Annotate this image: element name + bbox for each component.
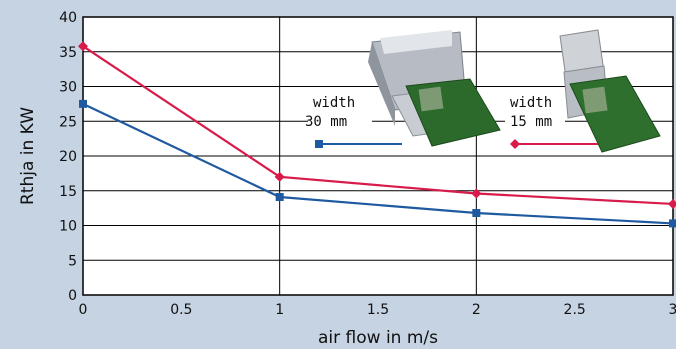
y-tick-label: 40 (59, 10, 77, 26)
series-line-0 (82, 102, 674, 225)
heatsink-15mm-photo (559, 29, 661, 153)
data-point (274, 171, 285, 182)
annotation-30mm: width 30 mm (305, 90, 402, 148)
data-point (79, 99, 87, 108)
y-tick-label: 20 (59, 149, 77, 165)
x-tick-label: 2.5 (564, 302, 586, 318)
x-tick-label: 1 (275, 302, 284, 318)
x-tick-label: 1.5 (367, 302, 389, 318)
x-tick-label: 3 (669, 302, 676, 318)
data-point (668, 198, 676, 209)
y-tick-label: 0 (68, 288, 77, 304)
axis-ticks: 0 5 10 15 20 25 30 35 40 0 0.5 1 1.5 2 2.5 3 (59, 10, 676, 318)
data-point (471, 188, 482, 199)
series-layer (78, 41, 676, 228)
series-line-1 (82, 45, 674, 206)
legend-marker-30mm (315, 140, 323, 148)
x-tick-label: 0.5 (170, 302, 192, 318)
x-axis-label: air flow in m/s (318, 328, 438, 348)
y-tick-label: 5 (68, 253, 77, 269)
legend-marker-15mm (510, 139, 520, 149)
y-tick-label: 35 (59, 45, 77, 61)
data-point (669, 219, 676, 228)
annotation-30mm-line2: 30 mm (305, 114, 347, 130)
annotation-15mm: width 15 mm (505, 90, 598, 149)
heatsink-30mm-photo (368, 30, 501, 147)
annotation-15mm-line1: width (510, 95, 552, 111)
y-tick-label: 10 (59, 219, 77, 235)
data-point (472, 208, 481, 217)
x-tick-label: 2 (472, 302, 481, 318)
y-tick-label: 25 (59, 114, 77, 130)
y-axis-label: Rthja in KW (18, 107, 38, 205)
annotation-30mm-line1: width (313, 95, 355, 111)
y-tick-label: 15 (59, 184, 77, 200)
y-tick-label: 30 (59, 80, 77, 96)
data-point (275, 193, 284, 202)
x-tick-label: 0 (79, 302, 88, 318)
data-point (78, 41, 88, 52)
annotation-15mm-line2: 15 mm (510, 114, 552, 130)
